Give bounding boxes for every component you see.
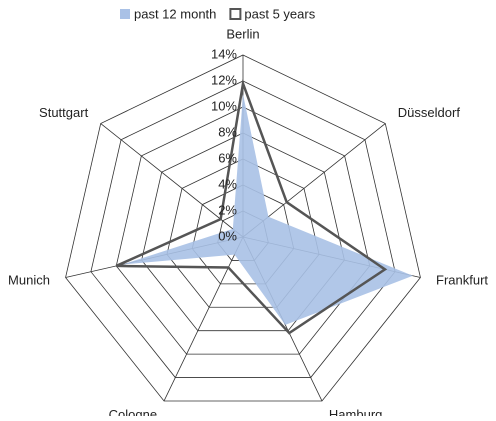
legend-swatch — [120, 9, 130, 19]
legend-label: past 5 years — [244, 6, 315, 21]
series-area — [122, 94, 413, 325]
category-label: Munich — [8, 272, 50, 287]
category-label: Hamburg — [329, 407, 382, 416]
series-line — [115, 78, 388, 335]
r-tick-label: 14% — [211, 46, 237, 61]
spoke — [163, 236, 244, 402]
category-label: Stuttgart — [39, 105, 89, 120]
r-tick-label: 2% — [218, 202, 237, 217]
r-tick-label: 8% — [218, 124, 237, 139]
r-tick-label: 6% — [218, 150, 237, 165]
grid-ring — [65, 54, 421, 402]
r-tick-label: 4% — [218, 176, 237, 191]
grid-ring — [166, 158, 320, 308]
category-label: Frankfurt — [436, 272, 488, 287]
category-label: Berlin — [226, 26, 259, 41]
grid-ring — [141, 132, 345, 332]
category-label: Cologne — [109, 407, 157, 416]
category-label: Düsseldorf — [398, 105, 461, 120]
r-tick-label: 12% — [211, 72, 237, 87]
grid-ring — [115, 106, 371, 355]
r-tick-label: 0% — [218, 228, 237, 243]
legend-swatch — [229, 8, 242, 20]
grid-ring — [90, 80, 396, 378]
spoke — [100, 123, 244, 238]
legend-label: past 12 month — [134, 6, 216, 21]
r-tick-label: 10% — [211, 98, 237, 113]
